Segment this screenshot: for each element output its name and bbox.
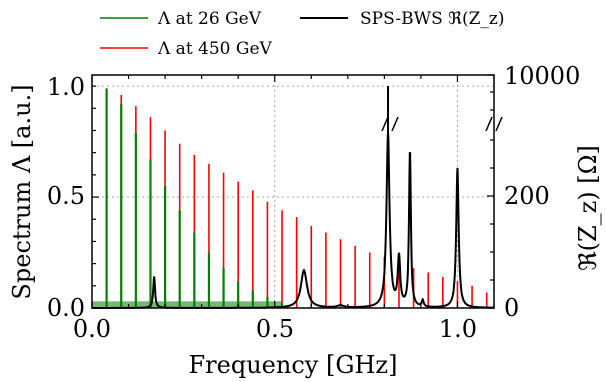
plot-frame — [91, 74, 495, 309]
series-red — [105, 88, 488, 308]
legend-label-26gev: Λ at 26 GeV — [157, 9, 262, 29]
y-left-tick-label-0: 0.0 — [47, 294, 85, 322]
series-green — [92, 88, 284, 308]
series-impedance — [92, 86, 494, 309]
plot-area — [91, 74, 495, 309]
y-left-axis-label: Spectrum Λ [a.u.] — [8, 84, 36, 299]
x-ticks — [91, 75, 495, 308]
x-axis-label: Frequency [GHz] — [189, 351, 398, 379]
x-tick-label-2: 1.0 — [439, 315, 477, 343]
x-tick-label-1: 0.5 — [256, 315, 294, 343]
legend-label-impedance: SPS-BWS ℜ(Z_z) — [360, 9, 504, 29]
y-left-tick-label-1: 0.5 — [47, 182, 85, 210]
y-left-ticks — [92, 85, 99, 309]
green-baseline-band — [92, 301, 283, 308]
y-right-tick-label-1: 200 — [504, 182, 550, 210]
y-right-tick-labels: 0 200 10000 — [504, 62, 580, 322]
y-right-axis-label: ℜ(Z_z) [Ω] — [574, 145, 602, 271]
legend: Λ at 26 GeV Λ at 450 GeV SPS-BWS ℜ(Z_z) — [100, 9, 504, 59]
y-left-tick-label-2: 1.0 — [47, 73, 85, 101]
grid-lines — [92, 75, 494, 308]
impedance-curve — [92, 133, 494, 309]
y-right-ticks — [487, 74, 494, 309]
y-right-tick-label-2: 10000 — [504, 62, 580, 90]
axis-break-marks — [381, 116, 503, 132]
y-right-tick-label-0: 0 — [504, 294, 519, 322]
y-left-tick-labels: 0.0 0.5 1.0 — [47, 73, 85, 322]
x-tick-labels: 0.0 0.5 1.0 — [73, 315, 477, 343]
x-tick-label-0: 0.0 — [73, 315, 111, 343]
legend-label-450gev: Λ at 450 GeV — [157, 39, 273, 59]
